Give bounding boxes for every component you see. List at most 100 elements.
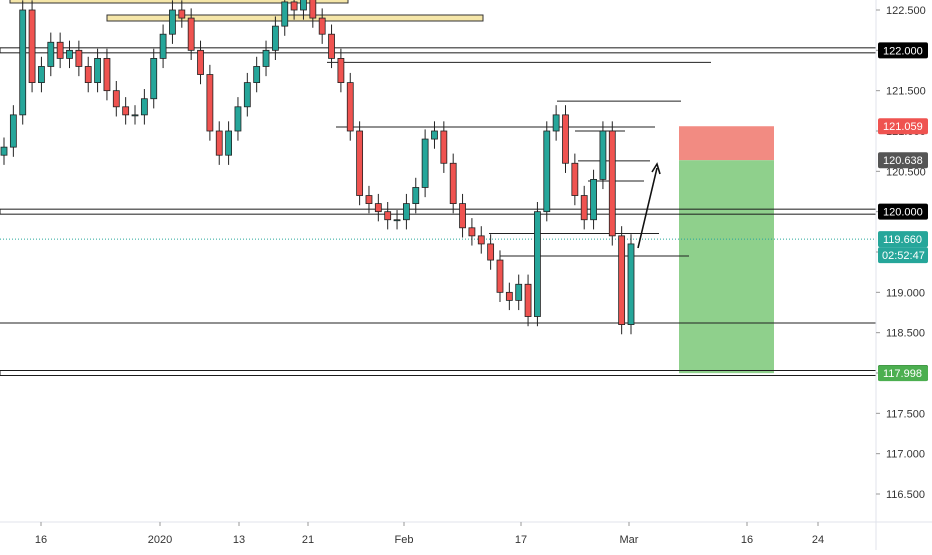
price-label-bg <box>878 42 928 59</box>
candle-body-up <box>225 130 232 156</box>
candle <box>505 282 513 311</box>
candle <box>618 226 626 335</box>
candle-body-up <box>271 25 279 51</box>
candle <box>412 177 420 214</box>
candle-body-down <box>84 66 92 84</box>
candle <box>309 0 317 28</box>
price-label-bg <box>878 231 928 248</box>
candle-body-up <box>534 211 541 317</box>
candle <box>580 185 588 230</box>
candle <box>187 8 195 61</box>
x-tick-label: 13 <box>233 534 245 546</box>
candle <box>571 153 579 206</box>
candle <box>122 97 130 125</box>
candle-body-down <box>346 82 354 132</box>
x-tick-label: 2020 <box>148 534 172 546</box>
price-axis: 122.500122.000121.500121.000120.500120.0… <box>875 0 926 550</box>
x-tick-label: Mar <box>620 534 639 546</box>
candle <box>215 121 223 165</box>
candle <box>384 201 392 230</box>
levels-layer <box>0 47 877 376</box>
x-tick-label: Feb <box>395 534 414 546</box>
level-line-0 <box>0 47 877 54</box>
candle <box>75 40 83 77</box>
time-axis: 16 2020 13 21 Feb 17 Mar 16 24 <box>0 521 932 546</box>
y-tick-label: 117.500 <box>886 408 925 420</box>
candle-body-down <box>318 17 326 35</box>
candle <box>253 56 261 93</box>
x-tick-label: 16 <box>35 534 47 546</box>
candle <box>281 0 289 36</box>
y-tick-label: 122.500 <box>886 5 926 17</box>
price-label-text: 122.000 <box>883 45 923 57</box>
candle <box>543 121 551 222</box>
candle-body-up <box>0 146 8 156</box>
candle <box>421 129 429 198</box>
countdown-label: 02:52:47 <box>878 247 928 264</box>
candle <box>393 210 401 230</box>
candle <box>112 80 120 117</box>
candle <box>487 234 495 270</box>
candle-body-up <box>262 49 270 67</box>
candle <box>534 201 541 327</box>
resistance-box-upper <box>9 0 349 4</box>
candle-body-down <box>356 130 364 196</box>
candle <box>365 185 373 214</box>
x-tick-label: 24 <box>812 534 824 546</box>
x-tick-label: 16 <box>741 534 753 546</box>
candle-body-down <box>290 1 298 11</box>
annotations-layer <box>637 162 661 249</box>
candle-body-down <box>112 90 120 108</box>
candle <box>590 169 597 230</box>
candle <box>599 121 607 190</box>
y-tick-label: 116.500 <box>886 489 925 501</box>
candle-body-down <box>122 106 130 116</box>
candle <box>19 0 27 125</box>
forecast-arrow <box>637 167 658 249</box>
price-label-text: 121.059 <box>883 121 923 133</box>
candle <box>225 121 232 165</box>
candle-body-down <box>440 130 448 164</box>
y-tick-label: 118.500 <box>886 328 925 340</box>
candle-body-up <box>253 66 261 84</box>
candle-body-down <box>178 9 186 19</box>
candle-body-down <box>459 203 466 229</box>
price-label: 121.059 <box>878 118 928 135</box>
candle-body-down <box>496 259 504 293</box>
candle-body-up <box>9 114 17 148</box>
candle-body-down <box>524 283 532 317</box>
y-tick-label: 121.500 <box>886 86 926 98</box>
candle <box>477 226 485 254</box>
candle-body-up <box>150 58 158 100</box>
candle <box>496 250 504 303</box>
candle-body-up <box>38 66 45 84</box>
candle <box>38 56 45 93</box>
price-label-text: 117.998 <box>883 368 922 380</box>
candle-body-up <box>94 58 101 84</box>
candle <box>300 0 307 20</box>
candle-body-down <box>197 49 204 75</box>
candle <box>374 193 382 222</box>
candle-body-up <box>515 283 523 301</box>
candle-body-down <box>187 17 195 51</box>
candle <box>562 105 569 173</box>
y-tick-label: 119.000 <box>886 287 925 299</box>
candle <box>103 48 111 101</box>
candle <box>197 40 204 85</box>
candle-body-up <box>627 243 635 325</box>
candle <box>356 121 364 206</box>
candle-body-down <box>562 114 569 164</box>
y-tick-label: 120.500 <box>886 166 926 178</box>
candle <box>440 121 448 173</box>
candle-body-down <box>477 235 485 245</box>
candle-body-down <box>384 211 392 221</box>
zones-layer <box>9 0 774 374</box>
resistance-box <box>106 14 484 22</box>
price-label-text: 119.660 <box>883 234 922 246</box>
candle <box>627 234 635 335</box>
x-tick-label: 21 <box>302 534 314 546</box>
candle-body-down <box>28 9 36 83</box>
candle-body-up <box>412 187 420 204</box>
candle <box>0 137 8 165</box>
